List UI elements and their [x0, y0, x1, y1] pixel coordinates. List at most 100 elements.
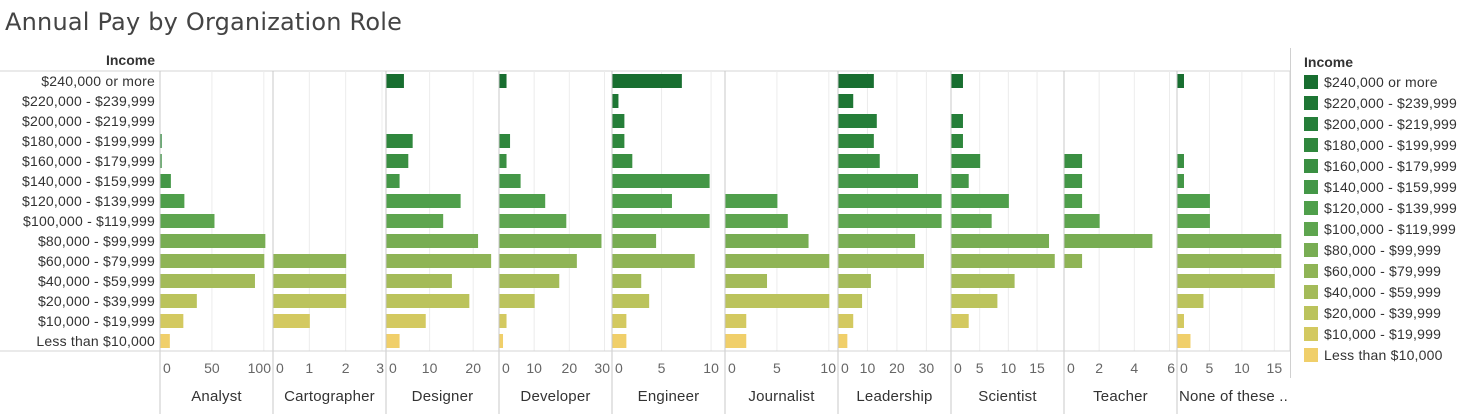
axis-tick-label: 10 [820, 360, 836, 376]
legend-item[interactable]: $240,000 or more [1304, 73, 1438, 91]
bar [725, 294, 830, 308]
legend-label: $10,000 - $19,999 [1324, 326, 1442, 342]
row-label: $200,000 - $219,999 [22, 113, 155, 129]
axis-tick-label: 6 [1167, 360, 1175, 376]
bar [725, 214, 788, 228]
bar [1177, 154, 1184, 168]
panel-label: Scientist [978, 388, 1037, 405]
legend-swatch [1304, 201, 1318, 215]
bar [951, 294, 998, 308]
bar [725, 314, 747, 328]
bar [612, 214, 710, 228]
axis-tick-label: 20 [889, 360, 905, 376]
bar [951, 274, 1015, 288]
axis-tick-label: 10 [860, 360, 876, 376]
legend-item[interactable]: $20,000 - $39,999 [1304, 304, 1441, 322]
bar [386, 214, 444, 228]
bar [951, 114, 963, 128]
chart-title: Annual Pay by Organization Role [5, 8, 403, 36]
legend-item[interactable]: $140,000 - $159,999 [1304, 178, 1457, 196]
legend-item[interactable]: $200,000 - $219,999 [1304, 115, 1457, 133]
legend-item[interactable]: Less than $10,000 [1304, 346, 1443, 364]
row-header: Income [106, 52, 155, 68]
legend-label: $60,000 - $79,999 [1324, 263, 1442, 279]
bar [612, 314, 627, 328]
legend-label: $180,000 - $199,999 [1324, 137, 1458, 153]
axis-tick-label: 0 [1067, 360, 1075, 376]
bar [951, 74, 963, 88]
bar [160, 154, 162, 168]
legend-swatch [1304, 327, 1318, 341]
legend-label: $220,000 - $239,999 [1324, 95, 1458, 111]
legend-label: $200,000 - $219,999 [1324, 116, 1458, 132]
row-label: Less than $10,000 [36, 333, 155, 349]
bar [1064, 154, 1083, 168]
bar [838, 114, 877, 128]
bar [499, 254, 577, 268]
legend-item[interactable]: $40,000 - $59,999 [1304, 283, 1441, 301]
panel-label: Cartographer [284, 388, 375, 405]
panel-label: Designer [412, 388, 474, 405]
axis-tick-label: 1 [305, 360, 313, 376]
bar [499, 334, 504, 348]
legend-swatch [1304, 117, 1318, 131]
legend-label: $140,000 - $159,999 [1324, 179, 1458, 195]
bar [838, 174, 919, 188]
bar [386, 294, 470, 308]
legend-item[interactable]: $100,000 - $119,999 [1304, 220, 1456, 238]
legend-swatch [1304, 285, 1318, 299]
legend-item[interactable]: $10,000 - $19,999 [1304, 325, 1441, 343]
bar [612, 134, 625, 148]
bar [1064, 214, 1100, 228]
axis-tick-label: 2 [342, 360, 350, 376]
legend-item[interactable]: $120,000 - $139,999 [1304, 199, 1457, 217]
bar [386, 174, 400, 188]
legend-item[interactable]: $220,000 - $239,999 [1304, 94, 1457, 112]
bar [612, 294, 650, 308]
bar [838, 74, 874, 88]
axis-tick-label: 30 [919, 360, 935, 376]
legend-label: $80,000 - $99,999 [1324, 242, 1442, 258]
row-label: $120,000 - $139,999 [22, 193, 155, 209]
bar [838, 94, 854, 108]
legend-swatch [1304, 222, 1318, 236]
legend-swatch [1304, 180, 1318, 194]
legend-label: $240,000 or more [1324, 74, 1438, 90]
bar [612, 334, 627, 348]
bar [273, 254, 347, 268]
row-label: $40,000 - $59,999 [38, 273, 155, 289]
legend-swatch [1304, 96, 1318, 110]
bar [386, 254, 492, 268]
axis-tick-label: 50 [204, 360, 220, 376]
bar [838, 214, 942, 228]
axis-tick-label: 30 [594, 360, 610, 376]
bar [1064, 194, 1083, 208]
panel-label: Journalist [748, 388, 815, 405]
legend-label: $100,000 - $119,999 [1324, 221, 1456, 237]
bar [838, 234, 916, 248]
legend-swatch [1304, 138, 1318, 152]
panel-label: None of these .. [1179, 388, 1288, 405]
legend-item[interactable]: $80,000 - $99,999 [1304, 241, 1441, 259]
bar [838, 194, 942, 208]
bar [160, 294, 197, 308]
legend: Income $240,000 or more $220,000 - $239,9… [1290, 48, 1475, 378]
axis-tick-label: 3 [376, 360, 384, 376]
legend-item[interactable]: $60,000 - $79,999 [1304, 262, 1441, 280]
legend-item[interactable]: $160,000 - $179,999 [1304, 157, 1457, 175]
bar [160, 274, 255, 288]
bar [1177, 314, 1184, 328]
axis-tick-label: 0 [163, 360, 171, 376]
legend-item[interactable]: $180,000 - $199,999 [1304, 136, 1457, 154]
axis-tick-label: 5 [773, 360, 781, 376]
panel-label: Leadership [856, 388, 932, 405]
axis-tick-label: 100 [248, 360, 272, 376]
bar [386, 74, 404, 88]
axis-tick-label: 0 [276, 360, 284, 376]
bar [951, 314, 969, 328]
bar [725, 194, 778, 208]
bar [951, 154, 981, 168]
bar [499, 234, 602, 248]
bar [951, 214, 992, 228]
bar [838, 314, 854, 328]
